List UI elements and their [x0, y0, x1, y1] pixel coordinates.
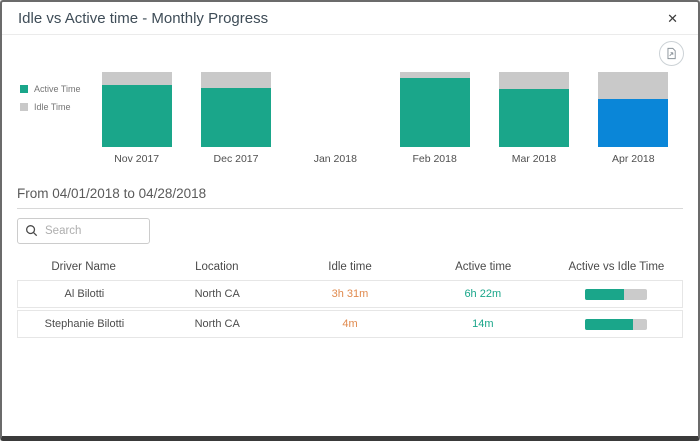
month-label: Mar 2018: [511, 153, 557, 165]
idle-time-cell: 4m: [342, 318, 358, 330]
stacked-bar: [101, 72, 172, 147]
bar-group[interactable]: Apr 2018: [584, 72, 683, 165]
search-icon: [26, 225, 38, 237]
monthly-progress-chart: Active Time Idle Time Nov 2017 Dec 2017 Jan…: [17, 35, 683, 165]
meter-fill: [584, 288, 625, 300]
column-header: Active vs Idle Time: [568, 261, 665, 273]
export-report-button[interactable]: [659, 41, 684, 66]
bar-group[interactable]: Nov 2017: [87, 72, 186, 165]
bar-chart: Nov 2017 Dec 2017 Jan 2018 Feb 2018 Mar 2018…: [87, 72, 683, 165]
column-header: Driver Name: [51, 261, 116, 273]
legend-label: Idle Time: [34, 102, 71, 112]
bar-segment-idle: [498, 72, 569, 89]
close-icon[interactable]: ✕: [667, 10, 678, 26]
bar-group[interactable]: Dec 2017: [186, 72, 285, 165]
table-header: Driver Name Location Idle time Active time A…: [17, 257, 683, 280]
active-vs-idle-cell: [549, 318, 682, 330]
active-vs-idle-cell: [549, 288, 682, 300]
legend-swatch: [20, 103, 28, 111]
stacked-bar: [498, 72, 569, 147]
stacked-bar: [200, 72, 271, 147]
table-row[interactable]: Stephanie Bilotti North CA 4m 14m: [17, 310, 683, 338]
legend-item: Idle Time: [20, 102, 81, 112]
active-time-cell: 6h 22m: [464, 288, 502, 300]
meter-fill: [584, 318, 633, 330]
table-row[interactable]: Al Bilotti North CA 3h 31m 6h 22m: [17, 280, 683, 308]
bar-segment-active: [399, 78, 470, 147]
stacked-bar: [399, 72, 470, 147]
bar-segment-active: [598, 99, 669, 147]
idle-time-cell: 3h 31m: [331, 288, 369, 300]
bar-group[interactable]: Jan 2018: [286, 72, 385, 165]
bar-segment-idle: [200, 72, 271, 88]
month-label: Feb 2018: [412, 153, 457, 165]
date-range-heading: From 04/01/2018 to 04/28/2018: [17, 186, 683, 209]
bar-group[interactable]: Mar 2018: [484, 72, 583, 165]
active-time-cell: 14m: [472, 318, 494, 330]
bar-segment-idle: [101, 72, 172, 85]
bar-group[interactable]: Feb 2018: [385, 72, 484, 165]
bar-segment-active: [498, 88, 569, 147]
location-cell: North CA: [194, 288, 240, 300]
stacked-bar: [598, 72, 669, 147]
modal-titlebar: Idle vs Active time - Monthly Progress ✕: [2, 2, 698, 35]
search-box: [17, 218, 150, 244]
legend-swatch: [20, 85, 28, 93]
bar-segment-idle: [598, 72, 669, 99]
bar-segment-active: [101, 84, 172, 147]
column-header: Active time: [455, 261, 512, 273]
column-header: Location: [195, 261, 239, 273]
driver-name-cell: Stephanie Bilotti: [44, 318, 125, 330]
bar-segment-active: [200, 87, 271, 147]
month-label: Dec 2017: [213, 153, 259, 165]
driver-name-cell: Al Bilotti: [64, 288, 105, 300]
month-label: Nov 2017: [114, 153, 160, 165]
chart-legend: Active Time Idle Time: [20, 84, 81, 120]
modal-content: Active Time Idle Time Nov 2017 Dec 2017 Jan…: [2, 35, 698, 338]
search-input[interactable]: [17, 218, 150, 244]
active-idle-meter: [584, 318, 647, 330]
bar-segment-idle: [399, 72, 470, 78]
location-cell: North CA: [194, 318, 240, 330]
column-header: Idle time: [328, 261, 372, 273]
legend-label: Active Time: [34, 84, 81, 94]
month-label: Jan 2018: [313, 153, 357, 165]
export-report-icon: [667, 47, 676, 60]
table-body: Al Bilotti North CA 3h 31m 6h 22m Stephanie …: [17, 280, 683, 338]
month-label: Apr 2018: [611, 153, 655, 165]
active-idle-meter: [584, 288, 647, 300]
page-title: Idle vs Active time - Monthly Progress: [18, 9, 269, 27]
legend-item: Active Time: [20, 84, 81, 94]
